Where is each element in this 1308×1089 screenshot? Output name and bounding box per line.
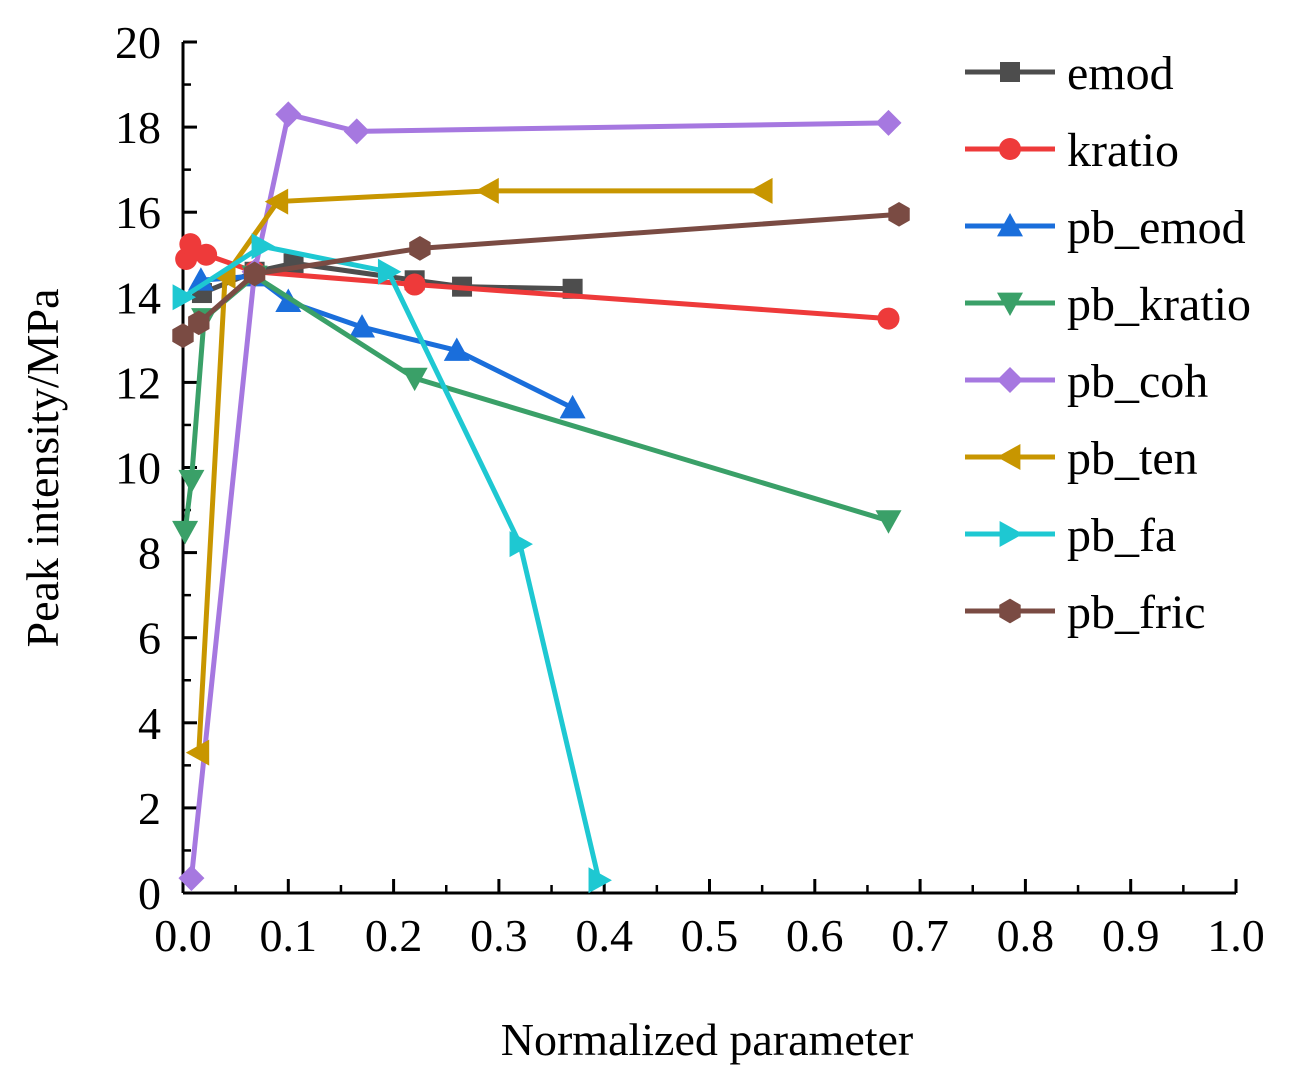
series-kratio [175, 233, 900, 330]
legend-marker [997, 367, 1023, 393]
data-point [403, 273, 426, 296]
series-pb-fa [172, 233, 612, 894]
data-point [475, 177, 499, 204]
y-tick-label: 20 [115, 17, 161, 68]
legend-marker [997, 444, 1021, 470]
data-point [187, 267, 214, 291]
data-point [264, 188, 289, 215]
x-tick-label: 0.9 [1102, 910, 1160, 961]
y-tick-label: 8 [138, 528, 161, 579]
data-point [588, 867, 612, 894]
data-point [401, 367, 428, 392]
legend-label: pb_fric [1067, 586, 1206, 639]
x-tick-label: 0.0 [154, 910, 212, 961]
data-point [749, 177, 773, 204]
legend-label: pb_ten [1067, 432, 1198, 485]
legend-label: pb_fa [1067, 509, 1176, 562]
data-point [179, 233, 202, 256]
legend-marker [999, 598, 1021, 624]
data-point [275, 101, 302, 128]
y-tick-label: 10 [115, 443, 161, 494]
legend-item-pb-fric: pb_fric [965, 586, 1206, 639]
data-point [377, 258, 402, 285]
data-point [172, 520, 199, 545]
legend-item-pb-ten: pb_ten [965, 432, 1198, 485]
series-pb-fric [172, 201, 910, 348]
data-point [178, 865, 205, 892]
legend-item-kratio: kratio [965, 124, 1179, 177]
y-tick-label: 0 [138, 868, 161, 919]
data-point [188, 310, 210, 336]
series-line [200, 273, 574, 411]
data-point [195, 243, 218, 266]
data-point [875, 510, 902, 534]
legend-label: pb_coh [1067, 355, 1208, 408]
legend-item-pb-coh: pb_coh [965, 355, 1208, 408]
x-tick-label: 0.8 [997, 910, 1055, 961]
legend-label: emod [1067, 47, 1174, 100]
data-point [243, 261, 266, 287]
x-tick-label: 0.3 [470, 910, 528, 961]
data-point [172, 323, 194, 348]
y-axis-title: Peak intensity/MPa [17, 288, 68, 647]
legend-item-emod: emod [965, 47, 1174, 100]
series-line [182, 273, 890, 532]
data-point [877, 307, 900, 330]
x-tick-label: 1.0 [1207, 910, 1265, 961]
series-layer [172, 101, 910, 894]
data-point [443, 337, 470, 361]
data-point [172, 284, 196, 311]
data-point [888, 201, 910, 227]
data-point [875, 109, 902, 136]
legend-label: pb_kratio [1067, 278, 1251, 331]
legend-label: pb_emod [1067, 201, 1246, 254]
series-line [188, 111, 889, 879]
legend-marker [1000, 62, 1020, 82]
data-point [251, 233, 275, 260]
x-tick-label: 0.5 [681, 910, 739, 961]
x-tick-label: 0.4 [575, 910, 633, 961]
legend: emod kratio pb_emod pb_kratio pb_coh pb_tenpb… [965, 47, 1251, 639]
y-tick-label: 2 [138, 783, 161, 834]
data-point [559, 394, 586, 419]
data-point [509, 531, 533, 558]
legend-marker [999, 138, 1021, 160]
legend-item-pb-kratio: pb_kratio [965, 278, 1251, 331]
data-point [343, 118, 370, 145]
x-tick-label: 0.6 [786, 910, 844, 961]
y-tick-label: 18 [115, 102, 161, 153]
data-point [178, 469, 205, 494]
data-point [349, 314, 376, 338]
legend-item-pb-fa: pb_fa [965, 509, 1176, 562]
y-tick-label: 4 [138, 698, 161, 749]
legend-marker [997, 213, 1023, 237]
data-point [409, 236, 431, 261]
data-point [185, 739, 210, 766]
legend-marker [997, 292, 1023, 316]
y-tick-label: 14 [115, 272, 161, 323]
x-tick-label: 0.2 [365, 910, 423, 961]
legend-item-pb-emod: pb_emod [965, 201, 1246, 254]
y-tick-label: 6 [138, 613, 161, 664]
x-tick-label: 0.1 [260, 910, 318, 961]
x-axis-title: Normalized parameter [501, 1014, 914, 1065]
legend-marker [999, 521, 1023, 547]
y-tick-label: 12 [115, 357, 161, 408]
x-tick-label: 0.7 [891, 910, 949, 961]
y-tick-label: 16 [115, 187, 161, 238]
legend-label: kratio [1067, 124, 1179, 177]
